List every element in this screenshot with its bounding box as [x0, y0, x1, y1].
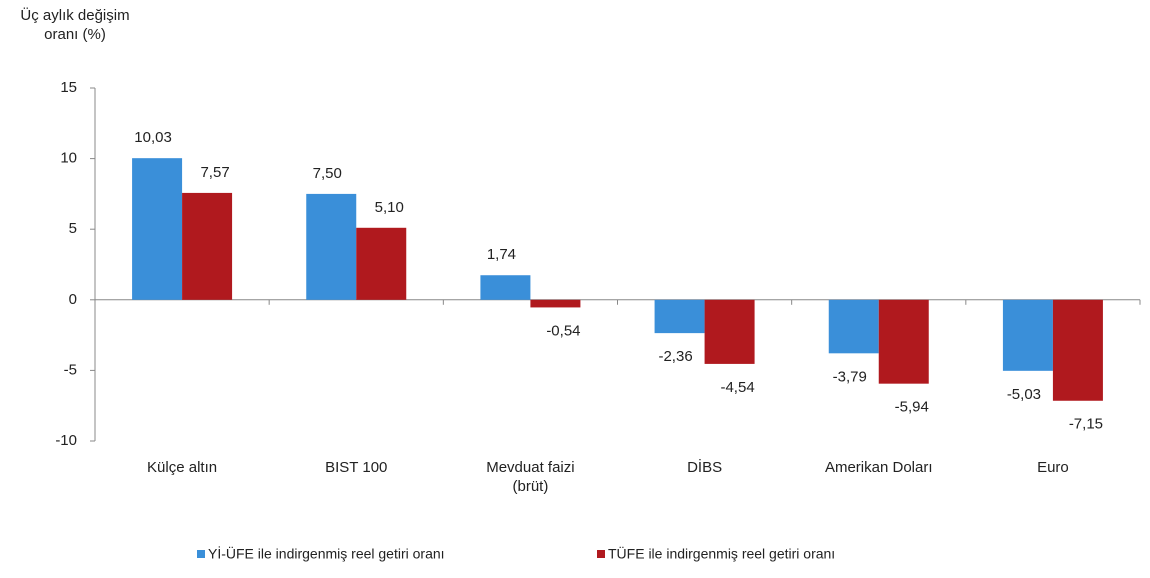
value-label: -5,03 [1007, 386, 1041, 403]
x-tick-label: Külçe altın [147, 459, 218, 476]
y-axis-label: Üç aylık değişim oranı (%) [20, 7, 130, 43]
legend-label: TÜFE ile indirgenmiş reel getiri oranı [608, 545, 835, 562]
bar [1052, 299, 1103, 401]
value-label: 5,10 [375, 199, 404, 216]
bar [530, 299, 581, 308]
value-label: 7,57 [200, 164, 229, 181]
x-tick-label: DİBS [687, 459, 723, 476]
value-label: 7,50 [313, 165, 342, 182]
x-tick-label: Amerikan Doları [824, 459, 933, 476]
bar [480, 275, 531, 300]
value-label: -2,36 [658, 348, 692, 365]
bar [1002, 299, 1053, 371]
bar [878, 299, 929, 384]
bar [828, 299, 879, 354]
y-tick-label: 5 [69, 220, 77, 237]
x-tick-label: Euro [1037, 459, 1069, 476]
value-label: -5,94 [895, 399, 929, 416]
bar [704, 299, 755, 364]
x-tick-label: Mevduat faizi (brüt) [486, 459, 575, 495]
value-label: -7,15 [1069, 416, 1103, 433]
legend-swatch [597, 550, 605, 558]
value-label: -4,54 [720, 379, 754, 396]
y-tick-label: 0 [69, 291, 77, 308]
x-tick-label: BIST 100 [325, 459, 388, 476]
bar [306, 193, 357, 300]
legend-swatch [197, 550, 205, 558]
legend-label: Yİ-ÜFE ile indirgenmiş reel getiri oranı [208, 545, 445, 562]
value-label: -0,54 [546, 322, 580, 339]
bar [182, 192, 233, 300]
value-label: -3,79 [833, 368, 867, 385]
value-label: 1,74 [487, 246, 516, 263]
y-tick-label: 15 [60, 79, 77, 96]
bar [356, 227, 407, 300]
y-tick-label: -10 [55, 432, 77, 449]
bar [132, 158, 183, 300]
value-label: 10,03 [134, 129, 172, 146]
bar [654, 299, 705, 334]
y-tick-label: -5 [64, 361, 77, 378]
y-tick-label: 10 [60, 150, 77, 167]
